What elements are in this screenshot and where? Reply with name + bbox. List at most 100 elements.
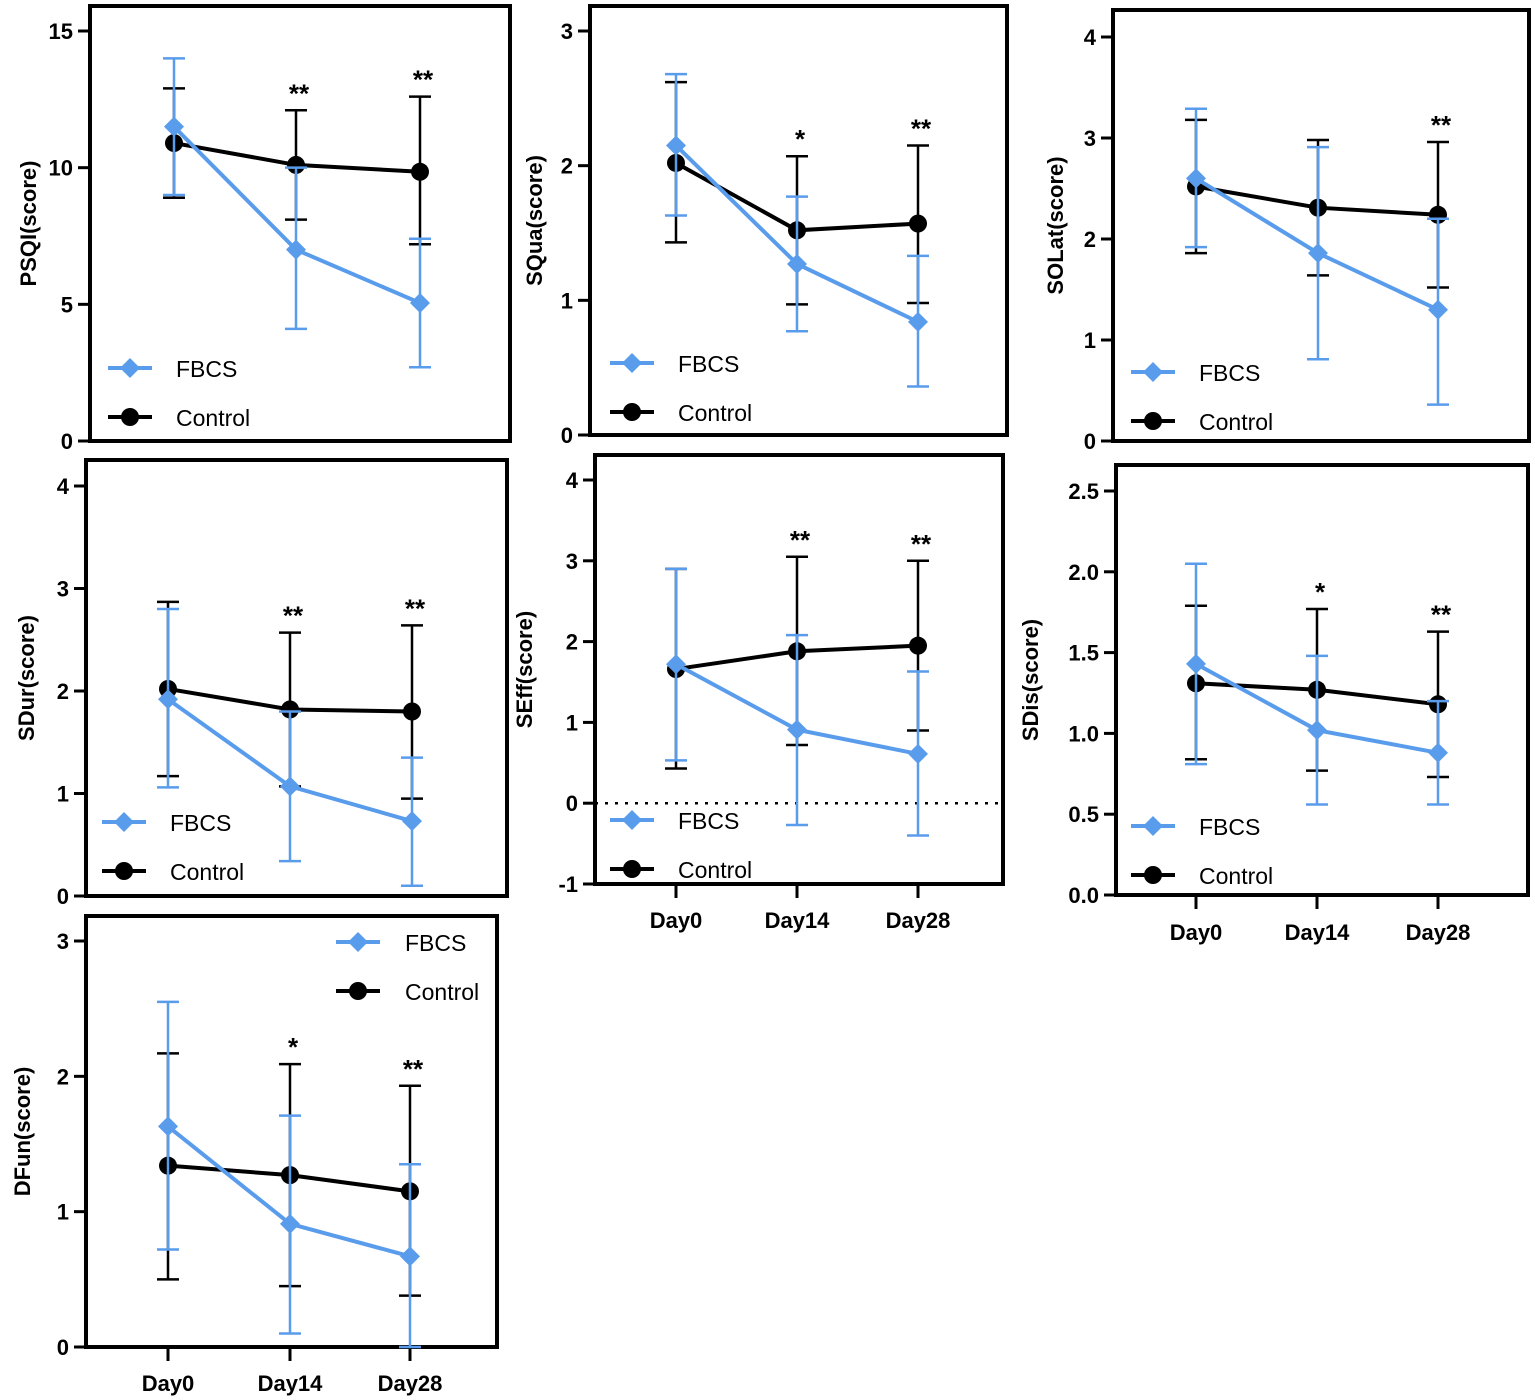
y-tick-label: 2 <box>561 154 573 179</box>
y-axis-label: SDur(score) <box>14 615 39 741</box>
y-tick-label: 10 <box>49 156 73 181</box>
y-tick-label: 1.0 <box>1068 721 1099 746</box>
y-tick-label: 3 <box>561 19 573 44</box>
y-tick-label: 1 <box>1084 328 1096 353</box>
legend-label: Control <box>1199 409 1273 435</box>
y-tick-label: 4 <box>57 474 70 499</box>
legend-marker <box>622 810 642 830</box>
x-tick-label: Day14 <box>1285 920 1351 945</box>
y-tick-label: 2 <box>1084 227 1096 252</box>
legend-marker <box>115 862 133 880</box>
y-axis-label: SOLat(score) <box>1043 156 1068 294</box>
y-tick-label: 15 <box>49 19 73 44</box>
data-point <box>909 214 927 233</box>
data-point <box>280 776 300 797</box>
data-point <box>158 689 178 710</box>
y-tick-label: 0 <box>61 429 73 454</box>
legend-marker <box>120 358 140 378</box>
y-tick-label: 1.5 <box>1068 641 1099 666</box>
data-point <box>411 162 429 181</box>
data-point <box>909 636 927 655</box>
plot-frame <box>1111 8 1531 443</box>
legend-marker <box>114 812 134 832</box>
plot-frame <box>84 914 499 1349</box>
x-tick-label: Day0 <box>650 908 703 933</box>
data-point <box>287 155 305 174</box>
x-tick-label: Day28 <box>1406 920 1471 945</box>
x-tick-label: Day28 <box>378 1371 443 1396</box>
y-axis-label: SEff(score) <box>512 611 537 728</box>
y-tick-label: 0 <box>566 791 578 816</box>
legend-label: Control <box>678 857 752 883</box>
legend-label: Control <box>405 979 479 1005</box>
legend-marker <box>1144 866 1162 884</box>
x-tick-label: Day14 <box>765 908 831 933</box>
significance-marker: * <box>1315 577 1326 607</box>
legend-marker <box>348 932 368 952</box>
significance-marker: ** <box>289 78 310 108</box>
data-point <box>1428 742 1448 763</box>
significance-marker: ** <box>403 1054 424 1084</box>
y-tick-label: 2 <box>566 630 578 655</box>
data-point <box>403 702 421 721</box>
significance-marker: ** <box>413 65 434 95</box>
legend-label: FBCS <box>1199 814 1260 840</box>
y-axis-label: DFun(score) <box>10 1067 35 1197</box>
y-tick-label: 4 <box>1084 25 1097 50</box>
y-tick-label: 0 <box>561 423 573 448</box>
significance-marker: ** <box>405 593 426 623</box>
significance-marker: ** <box>1431 600 1452 630</box>
significance-marker: ** <box>911 113 932 143</box>
y-tick-label: 2 <box>57 1064 69 1089</box>
y-tick-label: 3 <box>566 549 578 574</box>
series-fbcs <box>163 57 431 369</box>
legend-label: FBCS <box>678 808 739 834</box>
data-point <box>402 811 422 832</box>
panel-psqi: 0 5 10 15 PSQI(score) ** ** FBCS Control <box>16 4 512 454</box>
data-point <box>410 292 430 313</box>
data-point <box>286 239 306 260</box>
data-point <box>1186 168 1206 189</box>
x-tick-label: Day28 <box>886 908 951 933</box>
series-fbcs <box>157 607 423 887</box>
plot-frame <box>588 4 1009 437</box>
y-tick-label: 0.5 <box>1068 802 1099 827</box>
y-tick-label: 3 <box>1084 126 1096 151</box>
series-fbcs <box>1185 562 1449 806</box>
legend-label: FBCS <box>1199 360 1260 386</box>
significance-marker: ** <box>283 601 304 631</box>
legend-marker <box>1143 362 1163 382</box>
legend-label: FBCS <box>176 356 237 382</box>
y-tick-label: -1 <box>558 872 578 897</box>
panel-sdur: 0 1 2 3 4 SDur(score) ** ** FBCS Control <box>14 458 509 909</box>
data-point <box>400 1246 420 1267</box>
y-tick-label: 0 <box>57 884 69 909</box>
data-point <box>280 1213 300 1234</box>
significance-marker: * <box>795 124 806 154</box>
panel-sdis: 0.0 0.5 1.0 1.5 2.0 2.5 SDis(score) Day0 Day14 Da… <box>1018 463 1530 945</box>
data-point <box>787 253 807 274</box>
y-tick-label: 4 <box>566 468 579 493</box>
data-point <box>158 1116 178 1137</box>
y-axis-label: SQua(score) <box>522 155 547 286</box>
y-tick-label: 0.0 <box>1068 883 1099 908</box>
y-axis-label: SDis(score) <box>1018 619 1043 741</box>
plot-frame <box>84 458 509 898</box>
series-fbcs <box>157 1000 421 1349</box>
legend-marker <box>349 982 367 1000</box>
significance-marker: ** <box>1431 110 1452 140</box>
legend-marker <box>121 408 139 426</box>
legend-marker <box>623 860 641 878</box>
y-tick-label: 2 <box>57 679 69 704</box>
legend-marker <box>623 403 641 421</box>
x-tick-label: Day14 <box>258 1371 324 1396</box>
data-point <box>1307 720 1327 741</box>
panel-solat: 0 1 2 3 4 SOLat(score) ** FBCS Control <box>1043 8 1531 454</box>
y-tick-label: 1 <box>566 710 578 735</box>
data-point <box>908 311 928 332</box>
legend-label: Control <box>170 859 244 885</box>
plot-frame <box>1114 463 1530 897</box>
legend-marker <box>1144 412 1162 430</box>
